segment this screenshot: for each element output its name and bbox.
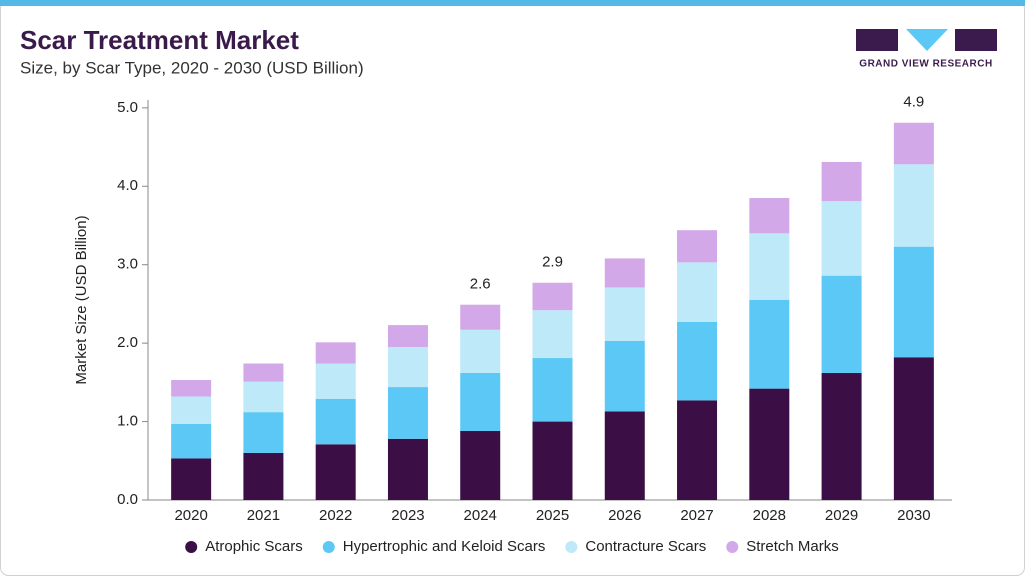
legend-marker xyxy=(185,541,198,553)
bar-segment xyxy=(532,421,573,500)
x-tick-label: 2028 xyxy=(753,507,786,524)
total-label: 4.9 xyxy=(903,94,924,111)
bar-segment xyxy=(749,198,790,234)
y-tick-label: 3.0 xyxy=(117,256,138,273)
x-tick-label: 2023 xyxy=(391,507,424,524)
bar-segment xyxy=(821,161,862,202)
bar-segment xyxy=(243,452,284,500)
legend-label: Atrophic Scars xyxy=(205,538,303,555)
x-tick-label: 2024 xyxy=(464,507,497,524)
bar-segment xyxy=(387,347,428,388)
top-strip xyxy=(0,0,1025,6)
bar-segment xyxy=(315,342,356,364)
bar-segment xyxy=(604,287,645,341)
logo: GRAND VIEW RESEARCH xyxy=(856,29,997,70)
bar-segment xyxy=(821,372,862,500)
chart-subtitle: Size, by Scar Type, 2020 - 2030 (USD Bil… xyxy=(20,58,364,77)
bar-segment xyxy=(171,380,212,397)
y-tick-label: 5.0 xyxy=(117,99,138,116)
bar-segment xyxy=(893,122,934,165)
bar-segment xyxy=(460,304,501,330)
bar-segment xyxy=(387,325,428,348)
bar-segment xyxy=(315,398,356,445)
bar-segment xyxy=(532,282,573,311)
total-label: 2.9 xyxy=(542,254,563,271)
bar-segment xyxy=(821,201,862,276)
bar-segment xyxy=(315,363,356,399)
total-label: 2.6 xyxy=(470,276,491,293)
bar-segment xyxy=(604,411,645,500)
x-tick-label: 2025 xyxy=(536,507,569,524)
bar-segment xyxy=(243,363,284,382)
bar-segment xyxy=(460,372,501,431)
x-tick-label: 2027 xyxy=(680,507,713,524)
bar-segment xyxy=(677,230,718,263)
bar-segment xyxy=(821,275,862,373)
y-tick-label: 4.0 xyxy=(117,177,138,194)
bar-segment xyxy=(604,340,645,412)
y-tick-label: 1.0 xyxy=(117,413,138,430)
bar-segment xyxy=(893,164,934,247)
bar-segment xyxy=(749,233,790,300)
bar-segment xyxy=(893,246,934,358)
bar-segment xyxy=(604,258,645,288)
x-tick-label: 2029 xyxy=(825,507,858,524)
x-tick-label: 2026 xyxy=(608,507,641,524)
bar-segment xyxy=(749,300,790,389)
x-tick-label: 2020 xyxy=(174,507,207,524)
legend-label: Contracture Scars xyxy=(585,538,706,555)
bar-segment xyxy=(387,387,428,439)
bar-segment xyxy=(171,423,212,459)
legend-marker xyxy=(565,541,578,553)
bar-segment xyxy=(171,458,212,500)
bar-segment xyxy=(460,329,501,373)
y-tick-label: 0.0 xyxy=(117,491,138,508)
legend-marker xyxy=(726,541,739,553)
bar-segment xyxy=(387,438,428,500)
bar-segment xyxy=(677,321,718,401)
bar-segment xyxy=(315,444,356,500)
bar-segment xyxy=(243,381,284,413)
bar-segment xyxy=(460,430,501,500)
bar-segment xyxy=(893,357,934,500)
bar-segment xyxy=(243,412,284,453)
brand: GRAND VIEW RESEARCH xyxy=(859,59,992,70)
bar-segment xyxy=(677,262,718,322)
y-axis-title: Market Size (USD Billion) xyxy=(73,215,90,384)
bar-segment xyxy=(677,400,718,500)
bar-segment xyxy=(749,388,790,500)
bar-segment xyxy=(532,358,573,422)
legend-label: Hypertrophic and Keloid Scars xyxy=(343,538,546,555)
legend-marker xyxy=(322,541,335,553)
y-tick-label: 2.0 xyxy=(117,334,138,351)
bar-segment xyxy=(532,310,573,359)
chart-title: Scar Treatment Market xyxy=(20,25,299,55)
x-tick-label: 2030 xyxy=(897,507,930,524)
bar-segment xyxy=(171,396,212,424)
legend-label: Stretch Marks xyxy=(746,538,839,555)
x-tick-label: 2021 xyxy=(247,507,280,524)
x-tick-label: 2022 xyxy=(319,507,352,524)
